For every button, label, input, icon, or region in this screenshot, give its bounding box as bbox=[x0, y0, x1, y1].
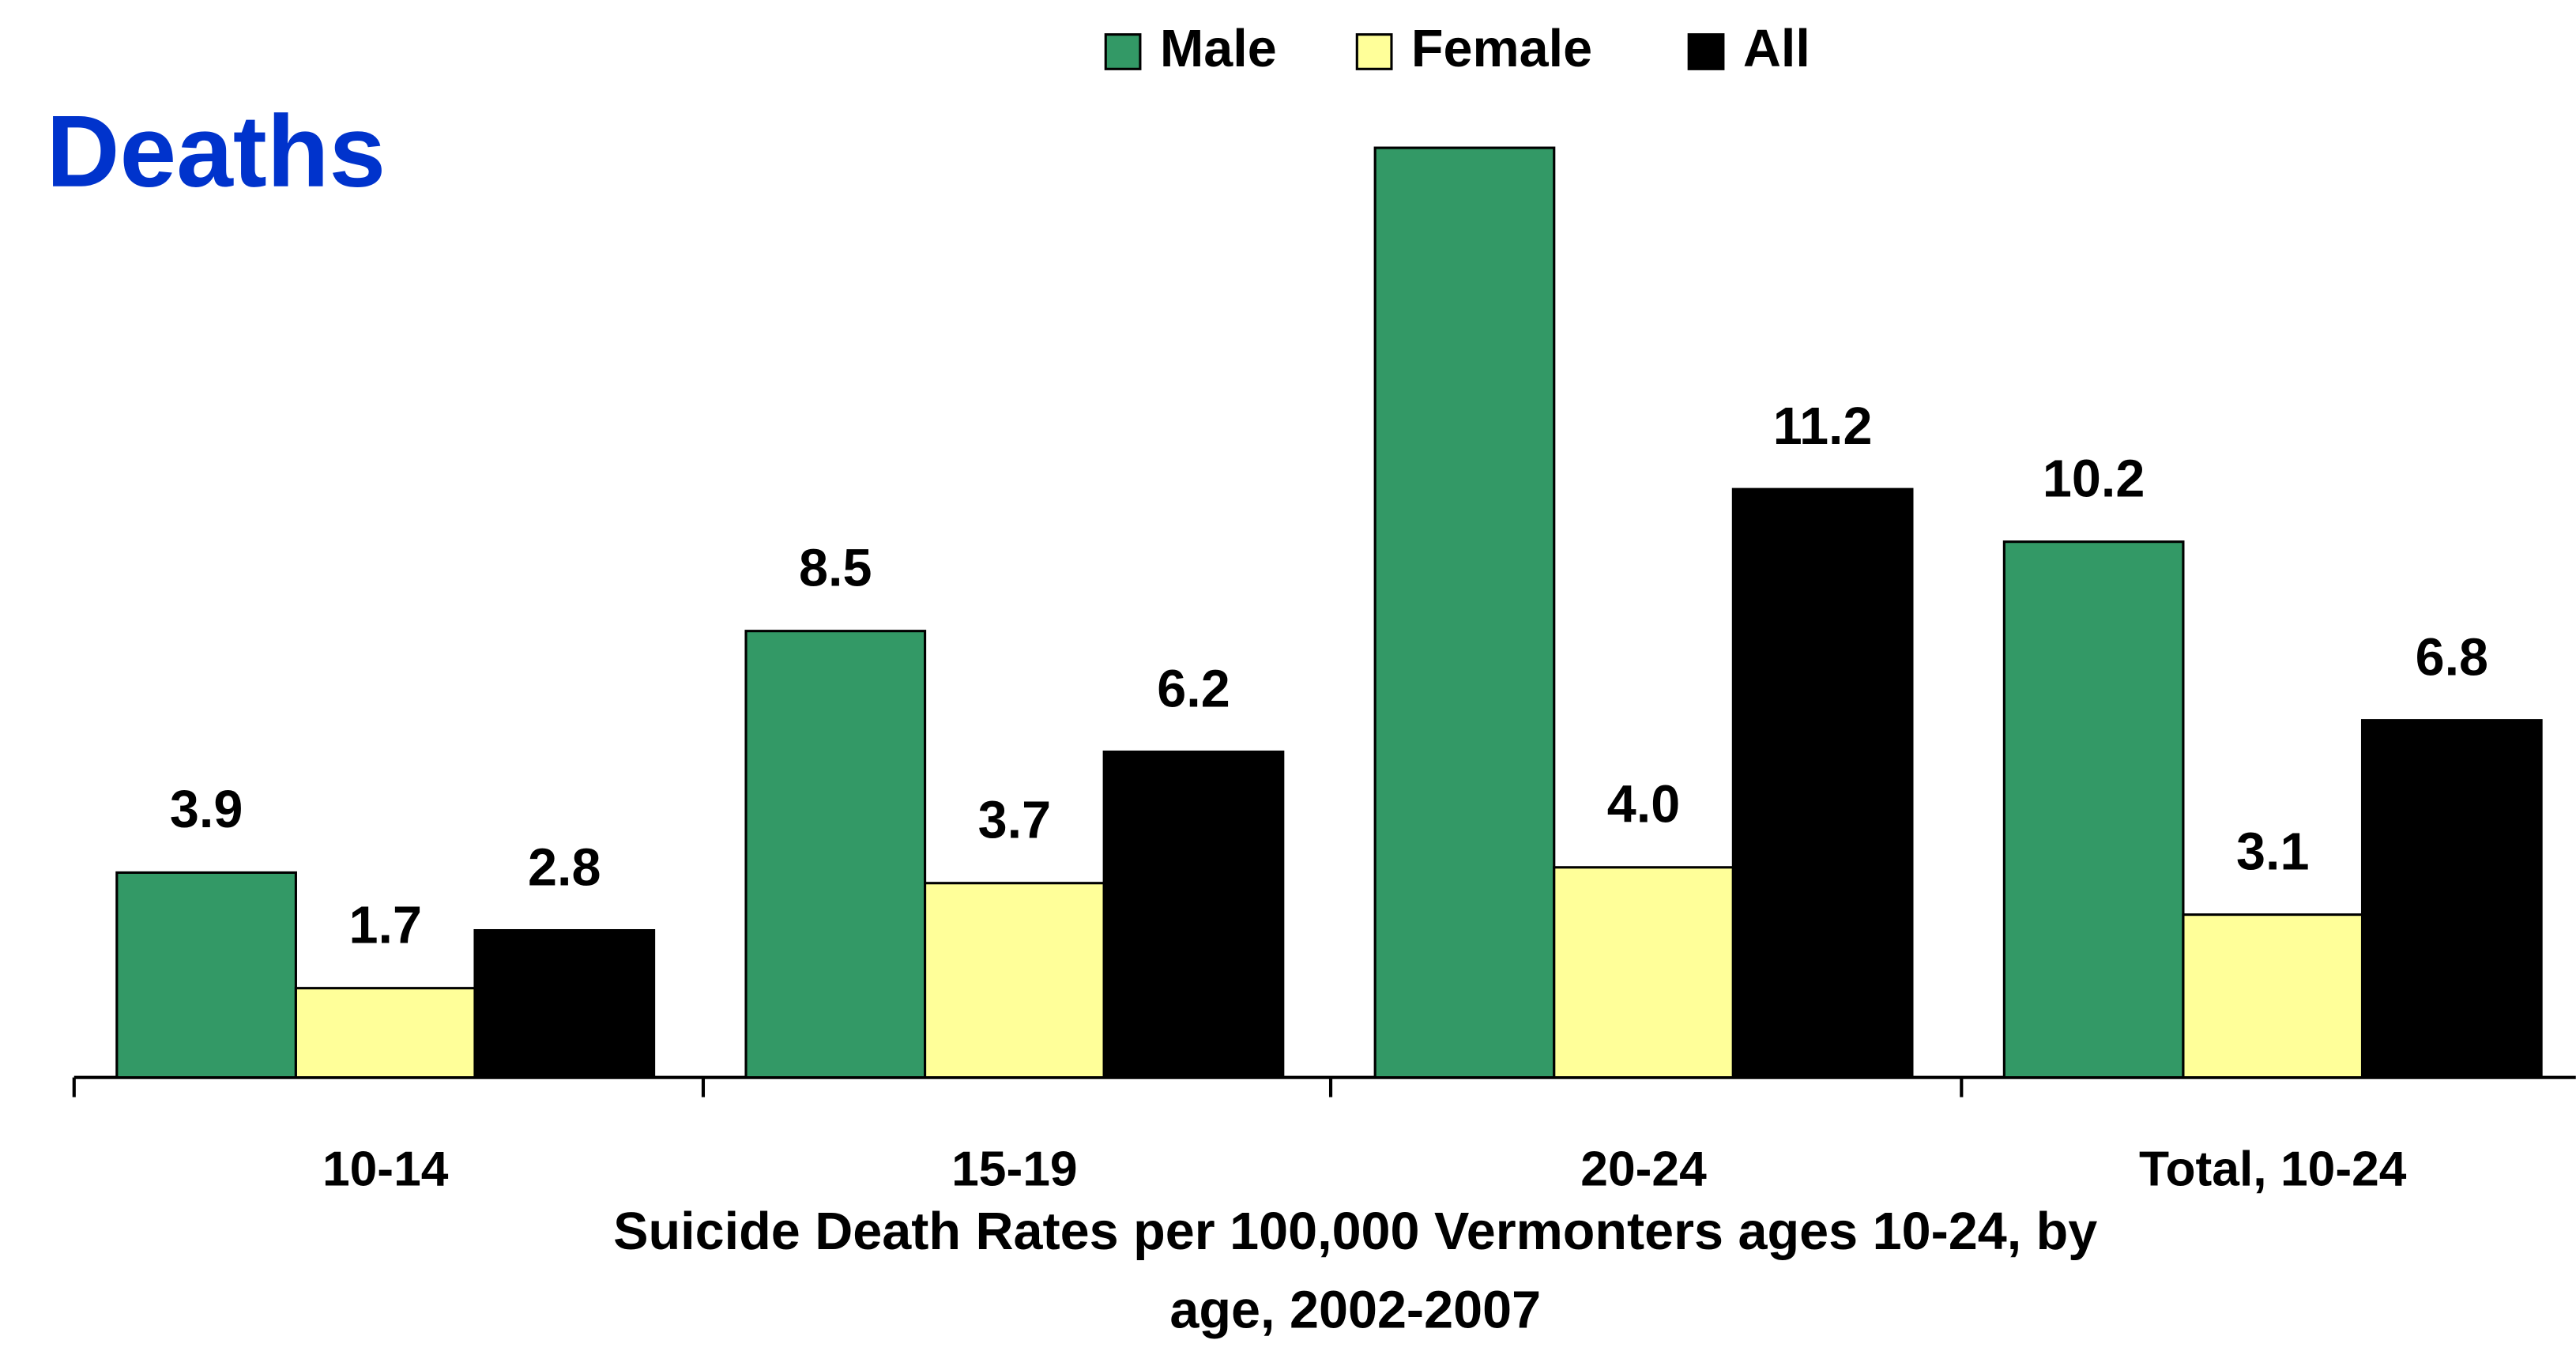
data-label: 2.8 bbox=[528, 838, 601, 897]
x-tick-label: 20-24 bbox=[1580, 1142, 1707, 1197]
bar bbox=[1102, 750, 1285, 1079]
legend-swatch bbox=[1687, 33, 1725, 70]
data-label: 6.8 bbox=[2416, 628, 2488, 687]
data-label: 4.0 bbox=[1607, 776, 1680, 834]
bar bbox=[1373, 146, 1556, 1079]
x-axis-label: Suicide Death Rates per 100,000 Vermonte… bbox=[613, 1203, 2097, 1261]
legend-label: All bbox=[1743, 20, 1810, 78]
bar bbox=[2002, 540, 2185, 1079]
x-tick-label: 10-14 bbox=[322, 1142, 449, 1197]
bar bbox=[115, 871, 297, 1079]
bar bbox=[924, 882, 1105, 1079]
bar bbox=[1731, 487, 1914, 1079]
bar bbox=[473, 928, 656, 1079]
legend-label: Male bbox=[1160, 20, 1277, 78]
bar bbox=[744, 630, 927, 1079]
x-axis-label: age, 2002-2007 bbox=[1169, 1282, 1541, 1340]
data-label: 1.7 bbox=[348, 896, 421, 954]
data-label: 8.5 bbox=[799, 539, 872, 597]
bar bbox=[294, 987, 476, 1079]
bar bbox=[1553, 866, 1734, 1079]
data-label: 10.2 bbox=[2043, 450, 2145, 508]
bar bbox=[2182, 913, 2364, 1079]
data-label: 3.7 bbox=[978, 791, 1051, 849]
bar bbox=[2360, 719, 2543, 1079]
legend-label: Female bbox=[1411, 20, 1592, 78]
data-label: 6.2 bbox=[1157, 660, 1230, 718]
data-label: 3.9 bbox=[170, 781, 243, 839]
category-ticks bbox=[72, 1077, 1964, 1097]
chart-title: Deaths bbox=[46, 95, 386, 209]
legend-swatch bbox=[1355, 33, 1393, 70]
legend-swatch bbox=[1104, 33, 1142, 70]
data-label: 11.2 bbox=[1773, 397, 1873, 456]
x-tick-label: Total, 10-24 bbox=[2139, 1142, 2407, 1197]
data-label: 3.1 bbox=[2236, 822, 2309, 881]
x-tick-label: 15-19 bbox=[951, 1142, 1078, 1197]
